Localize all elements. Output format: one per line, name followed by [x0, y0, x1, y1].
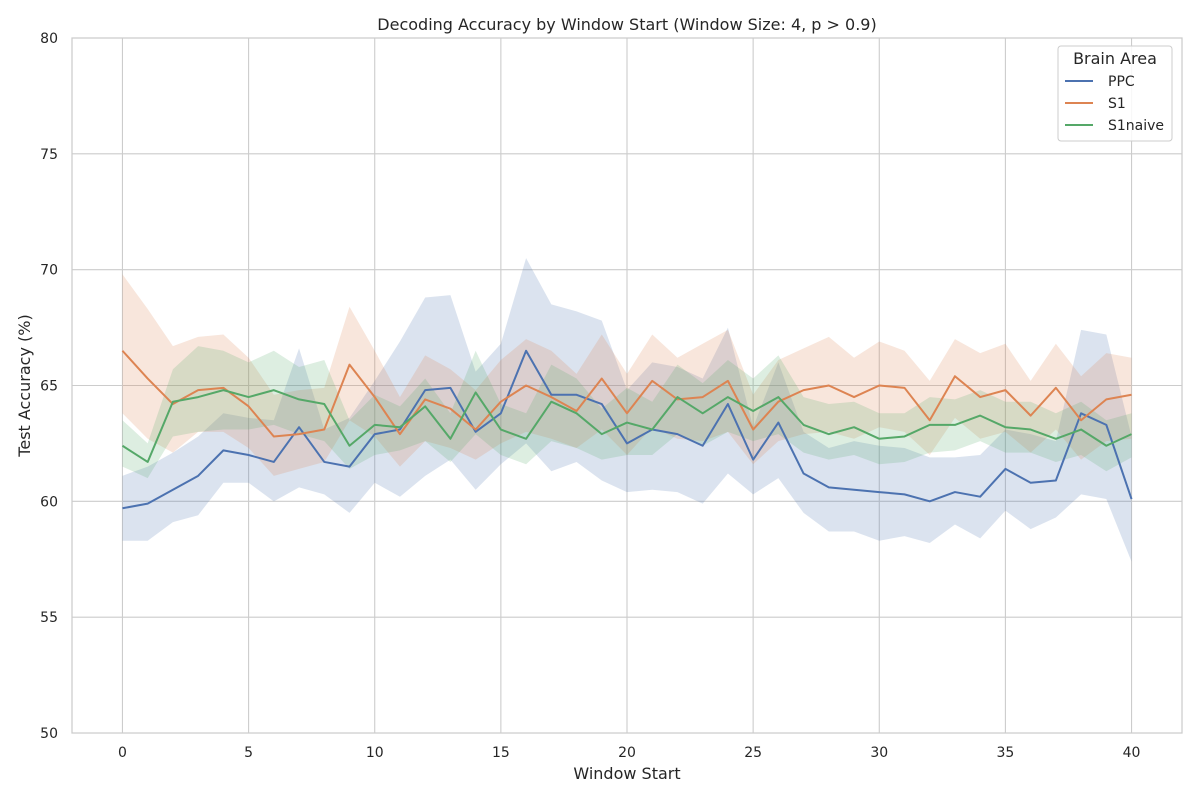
- legend-label-s1naive: S1naive: [1108, 118, 1164, 134]
- x-tick-label: 25: [744, 745, 762, 761]
- chart-title: Decoding Accuracy by Window Start (Windo…: [377, 15, 876, 34]
- x-tick-label: 10: [366, 745, 384, 761]
- legend-title: Brain Area: [1073, 49, 1157, 68]
- x-tick-label: 5: [244, 745, 253, 761]
- y-tick-label: 50: [40, 726, 58, 742]
- y-tick-label: 75: [40, 147, 58, 163]
- series-lines: [121, 349, 1133, 510]
- x-tick-label: 30: [870, 745, 888, 761]
- x-tick-labels: 0 5 10 15 20 25 30 35 40: [118, 745, 1140, 761]
- series-line-ppc: [122, 349, 1133, 510]
- plot-frame: [71, 37, 1183, 734]
- grid-lines: [72, 37, 1182, 734]
- legend-label-ppc: PPC: [1108, 74, 1135, 90]
- x-tick-label: 40: [1123, 745, 1141, 761]
- legend: Brain Area PPC S1 S1naive: [1057, 45, 1173, 142]
- y-tick-label: 70: [40, 263, 58, 279]
- x-tick-label: 15: [492, 745, 510, 761]
- legend-items: PPC S1 S1naive: [1065, 74, 1164, 134]
- y-tick-labels: 50 55 60 65 70 75 80: [40, 31, 58, 742]
- x-tick-label: 0: [118, 745, 127, 761]
- confidence-band-ppc: [122, 258, 1132, 562]
- y-axis-label: Test Accuracy (%): [15, 314, 34, 457]
- y-tick-label: 55: [40, 610, 58, 626]
- legend-box: [1057, 45, 1173, 142]
- y-tick-label: 60: [40, 494, 58, 510]
- x-tick-label: 35: [996, 745, 1014, 761]
- x-axis-label: Window Start: [573, 764, 680, 783]
- legend-label-s1: S1: [1108, 96, 1126, 112]
- y-tick-label: 80: [40, 31, 58, 47]
- y-tick-label: 65: [40, 379, 58, 395]
- series-line-s1: [121, 350, 1132, 438]
- series-line-s1naive: [121, 389, 1132, 463]
- x-tick-label: 20: [618, 745, 636, 761]
